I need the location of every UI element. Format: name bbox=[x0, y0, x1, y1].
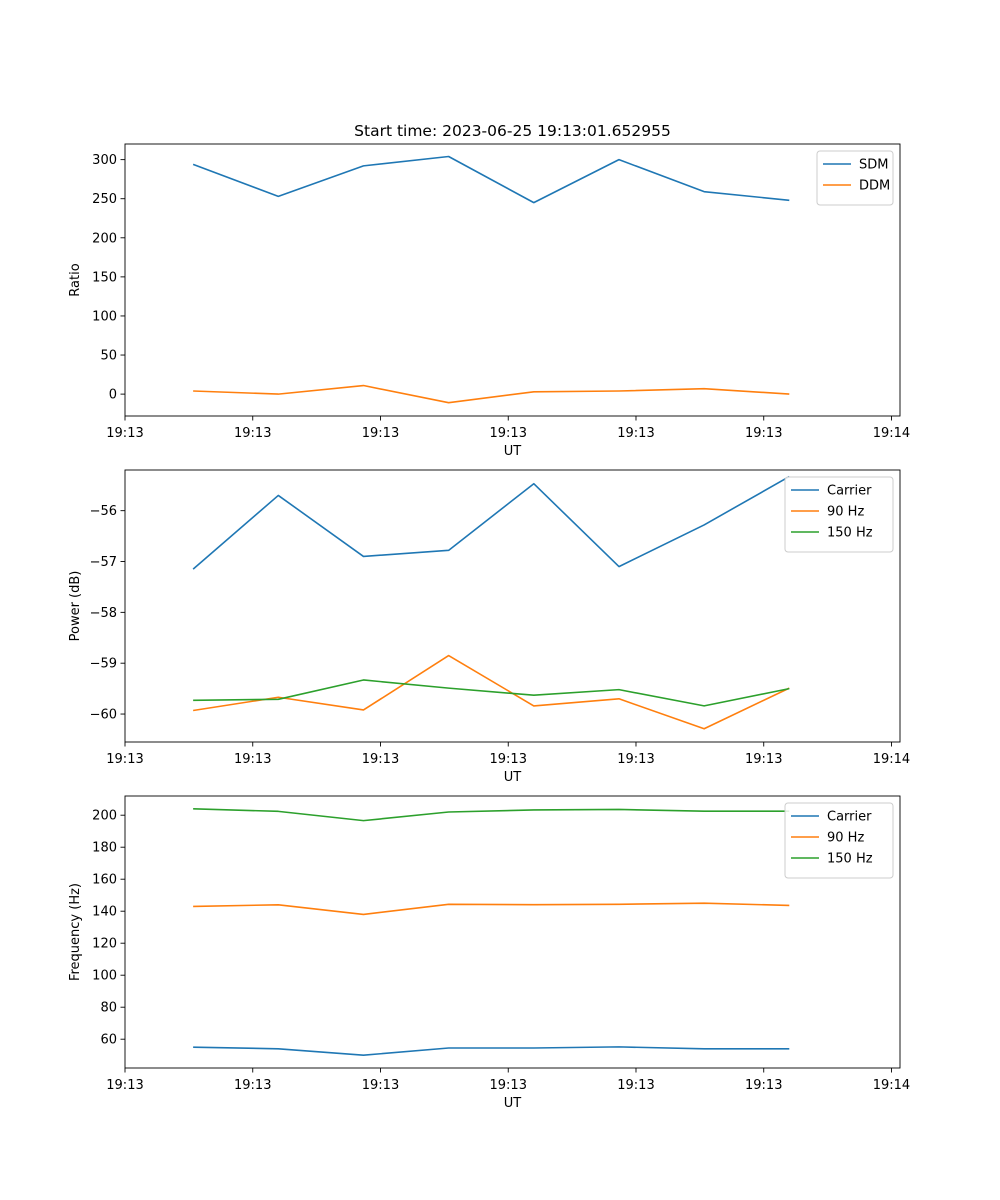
x-tick-label: 19:13 bbox=[745, 1078, 782, 1093]
chart-title: Start time: 2023-06-25 19:13:01.652955 bbox=[354, 122, 671, 140]
y-axis-label: Frequency (Hz) bbox=[68, 883, 83, 981]
series-line bbox=[193, 902, 790, 916]
legend-box bbox=[784, 476, 894, 553]
x-tick-label: 19:14 bbox=[873, 426, 910, 441]
x-axis-label: UT bbox=[504, 444, 522, 459]
y-tick-label: 300 bbox=[92, 153, 117, 168]
y-axis-label: Power (dB) bbox=[68, 571, 83, 642]
legend-label: 150 Hz bbox=[827, 526, 873, 541]
x-tick-label: 19:13 bbox=[106, 752, 143, 767]
legend: SDM DDM bbox=[816, 150, 894, 206]
y-tick-label: 100 bbox=[92, 969, 117, 984]
x-tick-label: 19:13 bbox=[362, 1078, 399, 1093]
legend-label: Carrier bbox=[827, 810, 872, 825]
legend-label: DDM bbox=[859, 179, 890, 194]
y-tick-label: 60 bbox=[100, 1033, 117, 1048]
y-tick-label: 0 bbox=[109, 388, 117, 403]
x-tick-label: 19:13 bbox=[490, 426, 527, 441]
y-tick-label: 180 bbox=[92, 841, 117, 856]
legend: Carrier 90 Hz 150 Hz bbox=[784, 476, 894, 553]
y-tick-label: 80 bbox=[100, 1001, 117, 1016]
x-axis-label: UT bbox=[504, 1096, 522, 1111]
x-tick-label: 19:13 bbox=[617, 1078, 654, 1093]
chart-panel-1: 19:13 19:13 19:13 19:13 19:13 19:13 19:14 0 50 10… bbox=[68, 122, 910, 459]
y-tick-label: 120 bbox=[92, 937, 117, 952]
legend: Carrier 90 Hz 150 Hz bbox=[784, 802, 894, 879]
legend-label: 90 Hz bbox=[827, 505, 864, 520]
x-tick-label: 19:13 bbox=[362, 426, 399, 441]
x-tick-label: 19:13 bbox=[617, 426, 654, 441]
y-tick-label: 50 bbox=[100, 349, 117, 364]
series-line bbox=[193, 654, 790, 730]
axes-frame bbox=[124, 143, 901, 417]
x-tick-label: 19:14 bbox=[873, 752, 910, 767]
legend-label: 90 Hz bbox=[827, 831, 864, 846]
y-tick-label: 160 bbox=[92, 873, 117, 888]
x-tick-label: 19:13 bbox=[745, 426, 782, 441]
x-tick-label: 19:13 bbox=[106, 1078, 143, 1093]
y-tick-label: −59 bbox=[90, 657, 117, 672]
y-tick-label: −56 bbox=[90, 504, 117, 519]
x-tick-label: 19:13 bbox=[745, 752, 782, 767]
y-tick-label: 150 bbox=[92, 270, 117, 285]
series-line bbox=[193, 1046, 790, 1056]
y-tick-label: 100 bbox=[92, 309, 117, 324]
y-axis-label: Ratio bbox=[68, 263, 83, 296]
y-tick-label: 250 bbox=[92, 192, 117, 207]
x-axis-label: UT bbox=[504, 770, 522, 785]
x-tick-label: 19:13 bbox=[234, 752, 271, 767]
legend-label: 150 Hz bbox=[827, 852, 873, 867]
series-line bbox=[193, 808, 790, 822]
y-tick-label: 200 bbox=[92, 809, 117, 824]
y-tick-label: 140 bbox=[92, 905, 117, 920]
x-tick-label: 19:13 bbox=[234, 1078, 271, 1093]
x-tick-label: 19:13 bbox=[234, 426, 271, 441]
x-tick-label: 19:13 bbox=[106, 426, 143, 441]
series-line bbox=[192, 475, 790, 570]
y-tick-label: −57 bbox=[90, 555, 117, 570]
x-tick-label: 19:14 bbox=[873, 1078, 910, 1093]
axes-frame bbox=[124, 795, 901, 1069]
x-tick-label: 19:13 bbox=[490, 752, 527, 767]
y-tick-label: −60 bbox=[90, 708, 117, 723]
x-tick-label: 19:13 bbox=[490, 1078, 527, 1093]
x-tick-label: 19:13 bbox=[362, 752, 399, 767]
legend-label: SDM bbox=[859, 158, 888, 173]
chart-panel-3: 19:13 19:13 19:13 19:13 19:13 19:13 19:14 60 80 1… bbox=[68, 795, 910, 1111]
chart-panel-2: 19:13 19:13 19:13 19:13 19:13 19:13 19:14 −60 −5… bbox=[68, 469, 910, 785]
legend-label: Carrier bbox=[827, 484, 872, 499]
series-line bbox=[193, 679, 790, 707]
axes-frame bbox=[124, 469, 901, 743]
series-line bbox=[193, 384, 790, 404]
legend-box bbox=[784, 802, 894, 879]
x-tick-label: 19:13 bbox=[617, 752, 654, 767]
series-line bbox=[192, 155, 790, 204]
y-tick-label: 200 bbox=[92, 231, 117, 246]
y-tick-label: −58 bbox=[90, 606, 117, 621]
